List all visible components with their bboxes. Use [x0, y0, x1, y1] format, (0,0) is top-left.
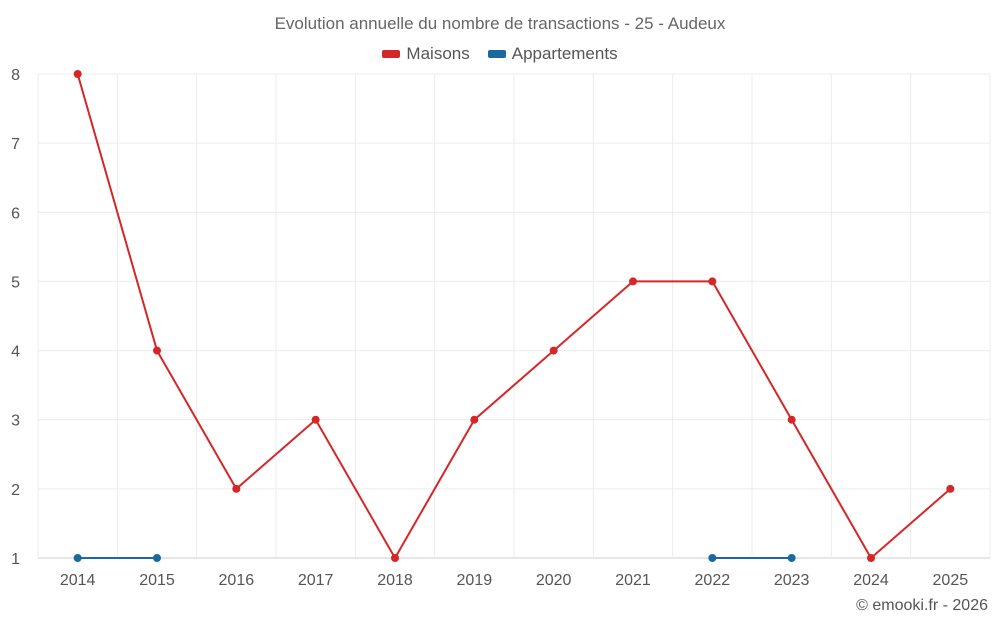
data-point-maisons — [391, 554, 399, 562]
data-point-maisons — [867, 554, 875, 562]
data-point-appartements — [73, 554, 82, 562]
x-tick-label: 2019 — [457, 572, 493, 589]
data-point-appartements — [153, 554, 161, 562]
x-tick-label: 2022 — [695, 572, 731, 589]
x-tick-label: 2015 — [139, 572, 175, 589]
y-tick-label: 4 — [11, 344, 20, 361]
legend-label-appartements: Appartements — [511, 44, 618, 63]
legend-label-maisons: Maisons — [406, 44, 470, 63]
x-tick-label: 2023 — [774, 572, 810, 589]
data-point-maisons — [549, 346, 558, 355]
legend: Maisons Appartements — [0, 44, 1000, 64]
data-point-maisons — [708, 277, 717, 286]
data-point-maisons — [311, 415, 320, 424]
x-tick-label: 2017 — [298, 572, 334, 589]
data-point-appartements — [787, 554, 796, 562]
legend-swatch-maisons — [382, 50, 401, 58]
x-tick-label: 2014 — [60, 572, 96, 589]
chart-title: Evolution annuelle du nombre de transact… — [274, 14, 726, 33]
credit-text: © emooki.fr - 2026 — [856, 597, 988, 614]
x-tick-label: 2021 — [615, 572, 651, 589]
y-tick-label: 1 — [11, 551, 20, 568]
x-tick-label: 2025 — [933, 572, 969, 589]
legend-item-maisons[interactable]: Maisons — [382, 44, 470, 64]
y-tick-label: 6 — [11, 205, 20, 222]
y-tick-label: 2 — [11, 482, 20, 499]
data-point-maisons — [629, 277, 637, 286]
y-tick-label: 7 — [11, 136, 20, 153]
x-tick-label: 2018 — [377, 572, 413, 589]
data-point-maisons — [232, 484, 241, 493]
data-point-maisons — [946, 484, 955, 493]
y-tick-label: 3 — [11, 413, 20, 430]
legend-swatch-appartements — [487, 50, 506, 58]
data-point-maisons — [470, 415, 479, 424]
x-tick-label: 2016 — [219, 572, 255, 589]
y-tick-label: 8 — [11, 67, 20, 84]
legend-item-appartements[interactable]: Appartements — [487, 44, 618, 64]
data-point-appartements — [708, 554, 717, 562]
y-tick-label: 5 — [11, 274, 20, 291]
data-point-maisons — [787, 415, 796, 424]
x-tick-label: 2020 — [536, 572, 572, 589]
data-point-maisons — [153, 346, 161, 355]
x-tick-label: 2024 — [853, 572, 889, 589]
data-point-maisons — [73, 70, 82, 78]
series-line-maisons — [76, 73, 951, 559]
